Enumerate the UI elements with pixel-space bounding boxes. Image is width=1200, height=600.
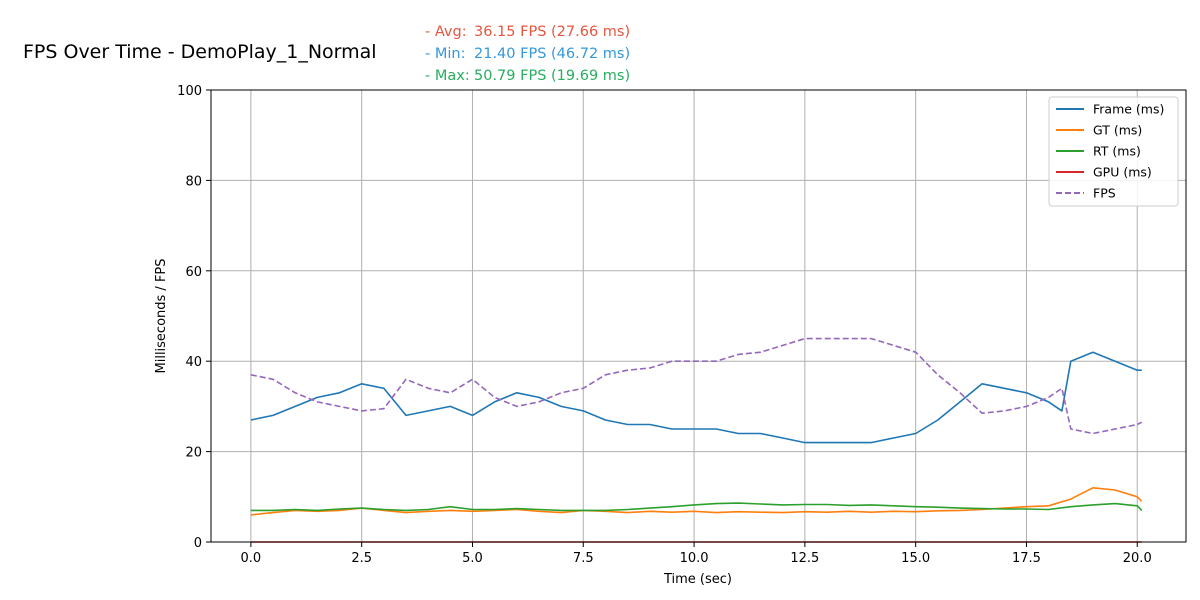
stats-block: - Avg: 36.15 FPS (27.66 ms) - Min: 21.40…	[425, 24, 630, 84]
x-tick-label: 20.0	[1123, 551, 1152, 566]
stat-max-value: 50.79 FPS (19.69 ms)	[474, 68, 630, 84]
series-line-frame-ms	[250, 351, 1142, 444]
x-tick-label: 7.5	[573, 551, 594, 566]
legend-label-fps: FPS	[1093, 186, 1116, 201]
x-axis-label: Time (sec)	[663, 572, 732, 587]
y-tick-label: 20	[185, 446, 202, 461]
y-tick-label: 0	[194, 536, 202, 551]
y-tick-label: 80	[185, 174, 202, 189]
x-tick-label: 5.0	[462, 551, 483, 566]
series-layer	[250, 337, 1143, 543]
legend-label-gt-ms: GT (ms)	[1093, 123, 1142, 138]
y-axis-label: Milliseconds / FPS	[154, 258, 169, 373]
legend-label-rt-ms: RT (ms)	[1093, 144, 1141, 159]
stat-avg-value: 36.15 FPS (27.66 ms)	[474, 24, 630, 40]
legend-label-frame-ms: Frame (ms)	[1093, 102, 1164, 117]
y-tick-label: 40	[185, 355, 202, 370]
legend-label-gpu-ms: GPU (ms)	[1093, 165, 1152, 180]
stat-min-value: 21.40 FPS (46.72 ms)	[474, 46, 630, 62]
x-tick-label: 2.5	[351, 551, 372, 566]
y-tick-label: 100	[177, 84, 202, 99]
legend: Frame (ms) GT (ms) RT (ms) GPU (ms) FPS	[1048, 96, 1179, 207]
series-line-rt-ms	[250, 502, 1143, 512]
stat-min-label: - Min:	[425, 46, 465, 62]
legend-box	[1048, 96, 1179, 207]
series-line-fps	[250, 337, 1143, 435]
stat-avg-label: - Avg:	[425, 24, 467, 40]
x-tick-label: 15.0	[901, 551, 930, 566]
x-tick-label: 10.0	[680, 551, 709, 566]
chart-title: FPS Over Time - DemoPlay_1_Normal	[23, 41, 377, 63]
stat-max-label: - Max:	[425, 68, 470, 84]
series-line-gt-ms	[250, 486, 1143, 516]
y-axis-ticks: 0 20 40 60 80 100	[177, 84, 211, 551]
plot-frame	[210, 89, 1187, 543]
x-tick-label: 17.5	[1012, 551, 1041, 566]
y-tick-label: 60	[185, 265, 202, 280]
x-tick-label: 12.5	[790, 551, 819, 566]
x-axis-ticks: 0.0 2.5 5.0 7.5 10.0 12.5 15.0 17.5 20.0	[241, 542, 1152, 566]
x-tick-label: 0.0	[241, 551, 262, 566]
grid	[211, 89, 1186, 543]
